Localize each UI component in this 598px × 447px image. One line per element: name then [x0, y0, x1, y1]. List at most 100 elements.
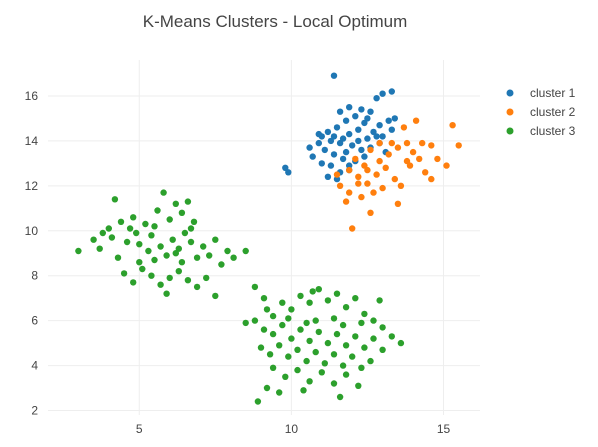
- data-point: [224, 247, 231, 255]
- data-point: [376, 157, 383, 165]
- data-point: [376, 297, 383, 304]
- data-point: [443, 162, 450, 169]
- data-point: [385, 151, 392, 158]
- data-point: [309, 153, 316, 160]
- data-point: [349, 353, 356, 360]
- data-point: [361, 310, 368, 318]
- data-point: [321, 360, 328, 367]
- data-point: [324, 128, 332, 136]
- data-point: [355, 382, 362, 389]
- data-point: [318, 369, 325, 376]
- data-point: [285, 353, 292, 360]
- data-point: [330, 133, 338, 140]
- data-point: [160, 189, 167, 196]
- legend-item[interactable]: cluster 3: [506, 124, 576, 138]
- data-point: [151, 256, 158, 264]
- data-point: [400, 124, 408, 131]
- data-point: [269, 330, 277, 338]
- legend-marker-icon: [506, 89, 514, 97]
- data-point: [294, 366, 301, 374]
- data-point: [266, 351, 274, 358]
- data-point: [403, 139, 411, 147]
- data-point: [349, 225, 356, 232]
- data-point: [336, 108, 344, 115]
- data-point: [346, 130, 353, 138]
- data-point: [157, 243, 164, 250]
- data-point: [394, 144, 402, 151]
- data-point: [333, 330, 341, 338]
- data-point: [157, 281, 164, 288]
- data-point: [178, 209, 186, 216]
- data-point: [373, 171, 380, 178]
- legend-marker-icon: [506, 108, 514, 116]
- data-point: [315, 286, 322, 293]
- data-point: [242, 319, 249, 327]
- data-point: [169, 236, 176, 243]
- data-point: [364, 166, 371, 174]
- data-point: [166, 216, 173, 223]
- data-point: [364, 135, 371, 142]
- data-point: [263, 384, 271, 392]
- data-point: [190, 218, 198, 225]
- data-point: [333, 175, 341, 183]
- data-point: [120, 270, 128, 277]
- data-point: [306, 144, 313, 151]
- data-point: [136, 241, 143, 248]
- data-point: [111, 196, 119, 203]
- data-point: [352, 155, 359, 163]
- data-point: [403, 157, 411, 165]
- data-point: [330, 151, 338, 158]
- data-point: [367, 357, 374, 365]
- data-point: [130, 214, 137, 221]
- data-point: [349, 142, 356, 149]
- data-point: [391, 115, 398, 122]
- data-point: [303, 357, 310, 365]
- chart-title: K-Means Clusters - Local Optimum: [143, 12, 408, 31]
- data-point: [130, 279, 137, 286]
- data-point: [300, 387, 307, 394]
- data-point: [324, 339, 332, 347]
- data-point: [358, 364, 365, 371]
- legend-marker-icon: [506, 127, 514, 135]
- data-point: [276, 342, 283, 349]
- data-point: [288, 306, 295, 313]
- y-tick-label: 4: [31, 359, 38, 373]
- data-point: [364, 115, 371, 122]
- legend-item[interactable]: cluster 2: [506, 105, 576, 119]
- data-point: [184, 277, 192, 284]
- data-point: [355, 126, 362, 133]
- data-point: [114, 254, 122, 261]
- data-point: [327, 137, 335, 145]
- data-point: [242, 247, 249, 255]
- data-point: [318, 160, 325, 167]
- data-point: [339, 321, 347, 329]
- data-point: [285, 315, 292, 322]
- data-point: [339, 362, 347, 369]
- data-point: [342, 148, 350, 156]
- data-point: [212, 236, 219, 243]
- data-point: [200, 243, 207, 250]
- data-point: [346, 189, 353, 196]
- series-2: [333, 117, 462, 232]
- data-point: [206, 252, 213, 259]
- data-point: [339, 135, 347, 142]
- data-point: [99, 229, 107, 237]
- data-point: [382, 164, 389, 171]
- data-point: [303, 319, 310, 327]
- data-point: [397, 182, 405, 189]
- data-point: [434, 155, 441, 163]
- data-point: [330, 351, 338, 358]
- y-tick-label: 14: [25, 134, 39, 148]
- data-point: [367, 108, 374, 115]
- data-point: [406, 162, 414, 169]
- data-point: [352, 295, 359, 302]
- data-point: [108, 234, 116, 241]
- legend-item[interactable]: cluster 1: [506, 86, 576, 100]
- data-point: [193, 254, 201, 261]
- data-point: [142, 220, 149, 228]
- y-tick-label: 10: [25, 224, 39, 238]
- data-point: [193, 283, 201, 291]
- data-point: [260, 295, 268, 302]
- data-point: [388, 126, 395, 133]
- data-point: [336, 182, 344, 189]
